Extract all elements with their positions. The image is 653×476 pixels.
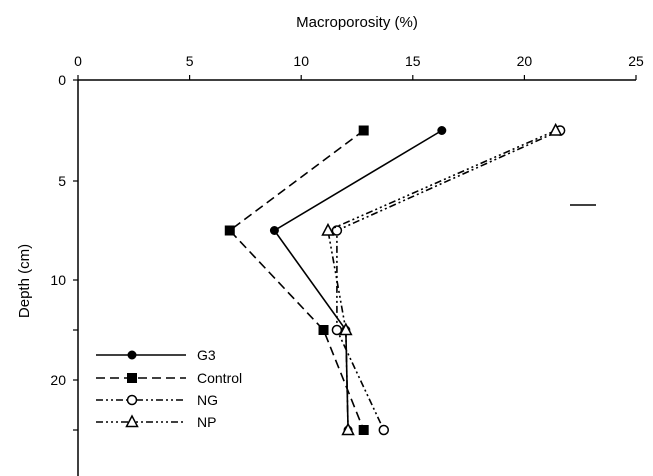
y-axis-ticks: 0 5 10 20 [50, 72, 78, 431]
legend-marker-control [127, 373, 137, 383]
legend-item-g3: G3 [96, 347, 216, 363]
data-point-np [341, 422, 355, 436]
x-tick-label: 5 [186, 53, 194, 69]
y-axis-label: Depth (cm) [16, 244, 33, 318]
series-line-ng [336, 129, 561, 431]
data-point-control [318, 325, 329, 335]
x-tick-label: 0 [74, 53, 82, 69]
x-axis-ticks: 0 5 10 15 20 25 [74, 53, 644, 80]
y-tick-label: 0 [58, 72, 66, 88]
data-point-np [339, 322, 353, 336]
legend-item-ng: NG [96, 392, 218, 408]
legend-label-g3: G3 [197, 347, 216, 363]
legend-item-np: NP [96, 414, 216, 430]
data-point-np [321, 222, 335, 236]
y-tick-label: 5 [58, 173, 66, 189]
data-point-g3 [437, 126, 447, 135]
data-point-control [358, 425, 369, 435]
data-point-g3 [269, 226, 279, 235]
x-tick-label: 15 [405, 53, 421, 69]
series-line-g3 [273, 129, 443, 431]
y-tick-label: 20 [50, 372, 66, 388]
series-np [321, 122, 563, 436]
series-ng [331, 125, 566, 436]
data-point-ng [331, 225, 343, 236]
legend-marker-g3 [127, 350, 137, 360]
legend-marker-np [125, 414, 139, 428]
x-tick-label: 10 [293, 53, 309, 69]
series-line-control [228, 129, 365, 431]
data-point-control [358, 125, 369, 136]
series-control [224, 125, 369, 435]
legend-label-control: Control [197, 370, 242, 386]
x-tick-label: 25 [628, 53, 644, 69]
data-point-ng [331, 324, 343, 336]
x-tick-label: 20 [517, 53, 533, 69]
data-point-np [548, 122, 563, 136]
legend-item-control: Control [96, 370, 242, 386]
y-tick-label: 10 [50, 272, 66, 288]
data-point-ng [378, 424, 390, 436]
legend-marker-ng [126, 394, 138, 406]
legend: G3 Control NG NP [96, 347, 242, 430]
legend-label-ng: NG [197, 392, 218, 408]
data-point-control [224, 225, 235, 236]
x-axis-label: Macroporosity (%) [296, 14, 418, 31]
series-layer [224, 122, 566, 436]
series-g3 [269, 126, 447, 435]
legend-label-np: NP [197, 414, 216, 430]
